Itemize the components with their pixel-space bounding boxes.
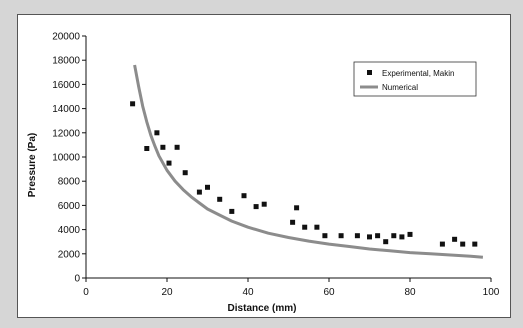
x-axis-title: Distance (mm)	[228, 303, 297, 314]
experimental-point	[182, 170, 188, 176]
experimental-point	[174, 144, 180, 150]
y-tick-label: 0	[74, 274, 80, 285]
experimental-point	[196, 189, 202, 195]
x-tick-label: 60	[323, 287, 335, 298]
y-tick-label: 20000	[52, 32, 80, 43]
legend-label-numerical: Numerical	[382, 83, 418, 92]
y-tick-label: 18000	[52, 56, 80, 67]
experimental-point	[294, 205, 300, 211]
experimental-point	[391, 233, 397, 239]
experimental-point	[338, 233, 344, 239]
experimental-point	[314, 224, 320, 230]
legend: Experimental, Makin Numerical	[353, 61, 477, 97]
experimental-series	[130, 101, 478, 247]
y-tick-label: 6000	[58, 201, 81, 212]
experimental-point	[322, 233, 328, 239]
experimental-point	[166, 160, 172, 166]
y-tick-label: 14000	[52, 104, 80, 115]
y-tick-label: 12000	[52, 128, 80, 139]
x-tick-label: 80	[404, 287, 416, 298]
experimental-point	[290, 219, 296, 225]
experimental-point	[383, 239, 389, 245]
legend-label-experimental: Experimental, Makin	[382, 69, 454, 78]
experimental-point	[205, 184, 210, 190]
experimental-point	[253, 204, 259, 210]
experimental-point	[302, 224, 308, 230]
experimental-point	[460, 241, 466, 247]
numerical-line	[133, 64, 484, 259]
x-tick-label: 100	[483, 287, 500, 298]
axes: 0 2000 4000 6000 8000 10000 12000 14000 16000 180…	[52, 32, 500, 299]
experimental-point	[261, 201, 267, 207]
experimental-point	[154, 130, 160, 136]
experimental-point	[472, 241, 478, 247]
experimental-point	[354, 233, 360, 239]
experimental-point	[217, 196, 223, 202]
legend-box	[353, 61, 477, 97]
y-tick-label: 16000	[52, 80, 80, 91]
y-tick-label: 2000	[58, 249, 81, 260]
experimental-point	[375, 233, 381, 239]
experimental-point	[407, 231, 413, 237]
experimental-point	[130, 101, 136, 107]
x-tick-label: 40	[242, 287, 254, 298]
experimental-point	[439, 241, 445, 247]
legend-marker-experimental	[367, 70, 372, 75]
experimental-point	[229, 208, 235, 214]
y-axis-title: Pressure (Pa)	[27, 133, 38, 197]
y-tick-label: 4000	[58, 225, 81, 236]
experimental-point	[452, 236, 458, 242]
experimental-point	[241, 193, 247, 199]
x-tick-label: 0	[83, 287, 89, 298]
y-tick-label: 10000	[52, 153, 80, 164]
y-tick-label: 8000	[58, 177, 81, 188]
experimental-point	[367, 234, 372, 240]
x-tick-label: 20	[161, 287, 173, 298]
experimental-point	[160, 144, 166, 150]
numerical-series	[133, 64, 484, 259]
experimental-point	[144, 146, 150, 151]
pressure-distance-chart: 0 2000 4000 6000 8000 10000 12000 14000 16000 180…	[27, 32, 500, 315]
experimental-point	[399, 234, 405, 240]
chart-frame: 0 2000 4000 6000 8000 10000 12000 14000 16000 180…	[17, 14, 511, 318]
